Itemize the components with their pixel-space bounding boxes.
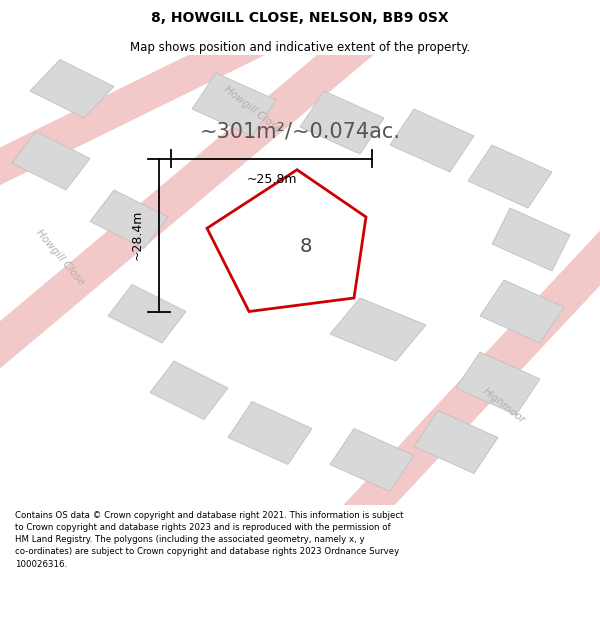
Polygon shape	[12, 131, 90, 190]
Text: 8, HOWGILL CLOSE, NELSON, BB9 0SX: 8, HOWGILL CLOSE, NELSON, BB9 0SX	[151, 11, 449, 25]
Polygon shape	[331, 217, 600, 536]
Text: Howgill Close: Howgill Close	[34, 228, 86, 288]
Polygon shape	[330, 429, 414, 491]
Polygon shape	[0, 6, 311, 194]
Polygon shape	[207, 170, 366, 311]
Polygon shape	[456, 352, 540, 415]
Polygon shape	[492, 208, 570, 271]
Text: 8: 8	[300, 237, 312, 256]
Polygon shape	[468, 145, 552, 208]
Polygon shape	[108, 284, 186, 343]
Polygon shape	[300, 91, 384, 154]
Text: ~28.4m: ~28.4m	[131, 210, 144, 260]
Polygon shape	[228, 401, 312, 464]
Polygon shape	[90, 190, 168, 249]
Polygon shape	[0, 22, 388, 381]
Polygon shape	[414, 411, 498, 474]
Polygon shape	[390, 109, 474, 172]
Text: Highmoor: Highmoor	[481, 386, 527, 426]
Polygon shape	[330, 298, 426, 361]
Text: Howgill Close: Howgill Close	[221, 84, 283, 134]
Polygon shape	[192, 73, 276, 136]
Polygon shape	[30, 59, 114, 118]
Text: ~25.8m: ~25.8m	[246, 173, 297, 186]
Text: Map shows position and indicative extent of the property.: Map shows position and indicative extent…	[130, 41, 470, 54]
Polygon shape	[150, 361, 228, 419]
Text: ~301m²/~0.074ac.: ~301m²/~0.074ac.	[199, 121, 401, 141]
Text: Contains OS data © Crown copyright and database right 2021. This information is : Contains OS data © Crown copyright and d…	[15, 511, 404, 569]
Polygon shape	[480, 280, 564, 343]
